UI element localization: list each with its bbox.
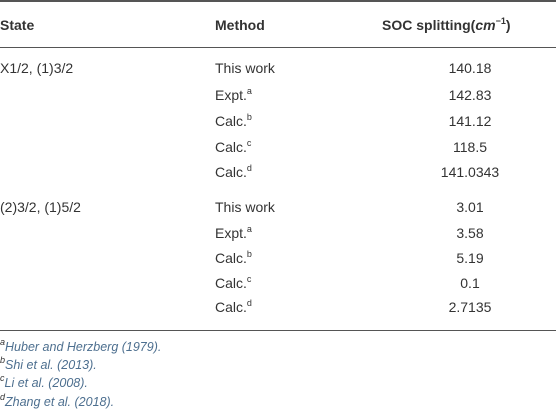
- method-cell: Calc.b: [215, 112, 252, 130]
- footnote-text: Li et al. (2008).: [4, 376, 88, 390]
- value-cell: 5.19: [456, 250, 484, 266]
- header-close: ): [505, 17, 511, 33]
- method-sup: a: [246, 224, 252, 234]
- value-cell: 140.18: [448, 60, 492, 76]
- state-cell: X1/2, (1)3/2: [0, 60, 74, 76]
- header-exp: −1: [495, 16, 506, 26]
- method-text: Calc.: [215, 299, 247, 315]
- header-state: State: [0, 17, 35, 33]
- top-rule: [0, 0, 556, 2]
- state-cell: (2)3/2, (1)5/2: [0, 199, 81, 215]
- footnote: aHuber and Herzberg (1979).: [0, 337, 162, 355]
- method-text: Calc.: [215, 139, 247, 155]
- method-text: Expt.: [215, 225, 247, 241]
- method-cell: This work: [215, 59, 275, 77]
- value-cell: 141.12: [448, 113, 492, 129]
- method-text: Calc.: [215, 250, 247, 266]
- method-cell: Calc.b: [215, 249, 252, 267]
- footnote-mark: d: [0, 392, 6, 402]
- method-cell: Expt.a: [215, 86, 252, 104]
- value-cell: 3.58: [456, 225, 484, 241]
- method-sup: b: [246, 112, 252, 122]
- method-cell: Calc.c: [215, 274, 251, 292]
- method-text: Calc.: [215, 275, 247, 291]
- bottom-rule: [0, 330, 556, 331]
- footnote-mark: b: [0, 355, 6, 365]
- footnote: dZhang et al. (2018).: [0, 392, 115, 410]
- value-cell: 3.01: [456, 199, 484, 215]
- method-text: Calc.: [215, 113, 247, 129]
- header-value: SOC splitting(cm−1): [382, 16, 511, 34]
- method-text: This work: [215, 199, 275, 215]
- header-method: Method: [215, 17, 265, 33]
- value-cell: 141.0343: [440, 164, 500, 180]
- footnote-text: Zhang et al. (2018).: [5, 395, 115, 409]
- header-unit: cm: [475, 17, 496, 33]
- value-cell: 2.7135: [448, 299, 492, 315]
- method-cell: This work: [215, 198, 275, 216]
- method-sup: c: [246, 274, 252, 284]
- footnote-text: Huber and Herzberg (1979).: [5, 340, 162, 354]
- method-sup: c: [246, 138, 252, 148]
- method-sup: b: [246, 249, 252, 259]
- method-cell: Calc.d: [215, 298, 252, 316]
- header-rule: [0, 47, 556, 48]
- method-sup: d: [246, 163, 252, 173]
- value-cell: 118.5: [453, 139, 487, 155]
- footnote: bShi et al. (2013).: [0, 355, 97, 373]
- method-cell: Expt.a: [215, 224, 252, 242]
- method-sup: d: [246, 298, 252, 308]
- method-cell: Calc.c: [215, 138, 251, 156]
- method-text: Expt.: [215, 87, 247, 103]
- footnote-mark: c: [0, 373, 5, 383]
- method-text: Calc.: [215, 164, 247, 180]
- method-text: This work: [215, 60, 275, 76]
- footnote-mark: a: [0, 337, 6, 347]
- method-sup: a: [246, 86, 252, 96]
- value-cell: 142.83: [448, 87, 492, 103]
- method-cell: Calc.d: [215, 163, 252, 181]
- footnote-text: Shi et al. (2013).: [5, 358, 97, 372]
- footnote: cLi et al. (2008).: [0, 373, 88, 391]
- header-value-text: SOC splitting(: [382, 17, 476, 33]
- value-cell: 0.1: [460, 275, 480, 291]
